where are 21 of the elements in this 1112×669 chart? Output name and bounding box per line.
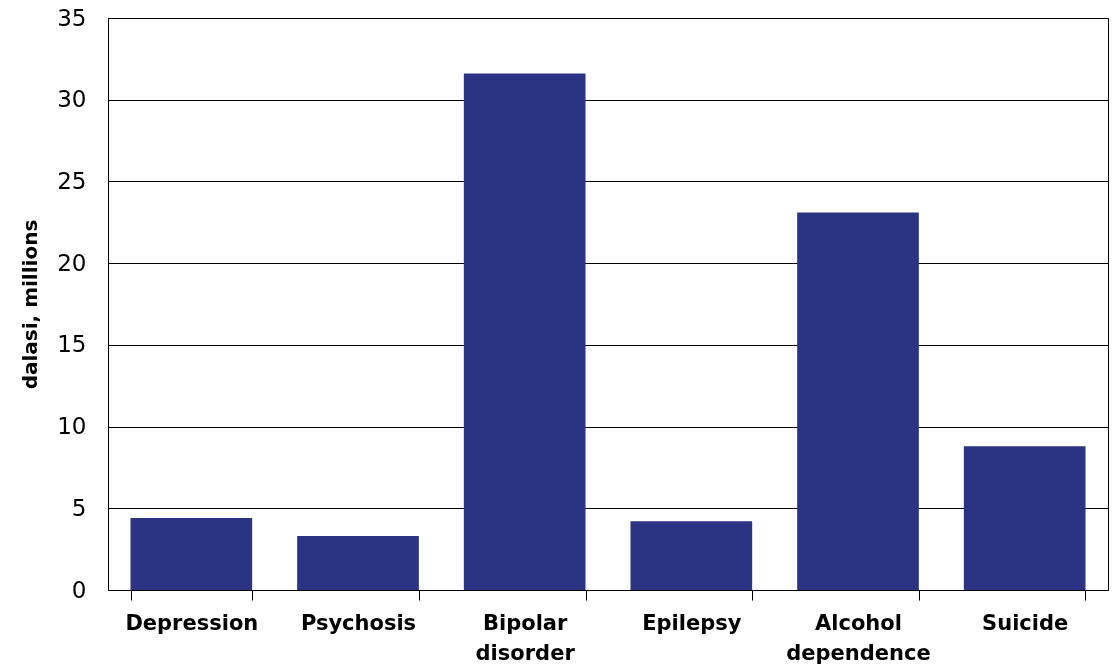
- y-tick-label: 0: [71, 576, 87, 603]
- bar: [797, 212, 919, 590]
- y-tick-label: 20: [57, 249, 87, 276]
- bar: [463, 73, 586, 590]
- x-tick-label: Alcohol dependence: [786, 610, 931, 665]
- x-tick-label: Suicide: [982, 610, 1069, 635]
- y-tick-label: 25: [57, 167, 87, 194]
- bar: [297, 536, 419, 590]
- x-tick-label: Epilepsy: [642, 610, 742, 635]
- x-tick-label: Depression: [125, 610, 259, 635]
- y-tick-label: 15: [57, 331, 87, 358]
- y-tick-label: 5: [71, 494, 87, 521]
- y-tick-label: 35: [57, 4, 87, 31]
- y-axis-title: dalasi, millions: [18, 219, 43, 390]
- bar: [963, 446, 1086, 590]
- y-tick-label: 10: [57, 413, 87, 440]
- bar: [630, 521, 753, 590]
- y-tick-label: 30: [57, 86, 87, 113]
- bar: [130, 518, 253, 590]
- x-tick-label: Psychosis: [300, 610, 417, 635]
- x-tick-label: Bipolar disorder: [475, 610, 576, 665]
